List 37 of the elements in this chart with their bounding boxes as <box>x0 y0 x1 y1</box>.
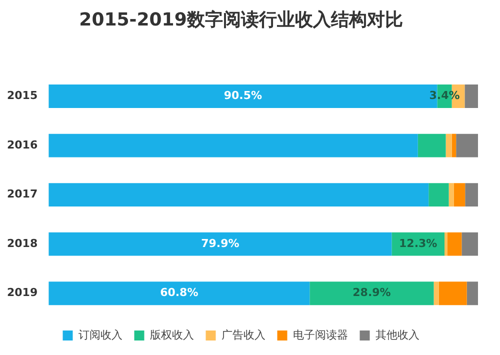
data-label: 79.9% <box>201 236 240 250</box>
data-label: 60.8% <box>160 286 198 300</box>
y-tick-label: 2016 <box>6 138 38 152</box>
bar <box>462 232 478 256</box>
bar <box>446 134 452 158</box>
chart-title: 2015-2019数字阅读行业收入结构对比 <box>79 9 403 30</box>
data-label: 12.3% <box>399 236 438 250</box>
data-label: 28.9% <box>352 286 391 300</box>
bar <box>444 232 448 256</box>
data-label: 90.5% <box>224 89 262 102</box>
bar <box>48 183 429 207</box>
bar <box>466 282 478 306</box>
bar <box>434 282 439 306</box>
bar <box>456 134 478 158</box>
bar <box>48 232 392 256</box>
bar <box>418 134 446 158</box>
y-tick-label: 2015 <box>6 89 38 102</box>
bar <box>448 232 462 256</box>
y-tick-label: 2018 <box>6 236 38 250</box>
bar <box>452 134 456 158</box>
bar <box>48 282 310 306</box>
bar <box>310 282 434 306</box>
bar <box>428 183 449 207</box>
bar <box>48 134 418 158</box>
bar <box>438 282 467 306</box>
bar <box>465 183 478 207</box>
legend-label: 广告收入 <box>221 328 266 342</box>
legend-label: 版权收入 <box>150 328 194 342</box>
bar <box>464 84 478 108</box>
y-tick-label: 2019 <box>6 286 38 300</box>
data-label: 3.4% <box>429 89 460 102</box>
legend-label: 其他收入 <box>375 328 420 342</box>
y-tick-label: 2017 <box>6 188 38 201</box>
bar <box>448 183 454 207</box>
bar <box>454 183 466 207</box>
legend-label: 订阅收入 <box>78 328 122 342</box>
legend-label: 电子阅读器 <box>292 328 348 342</box>
